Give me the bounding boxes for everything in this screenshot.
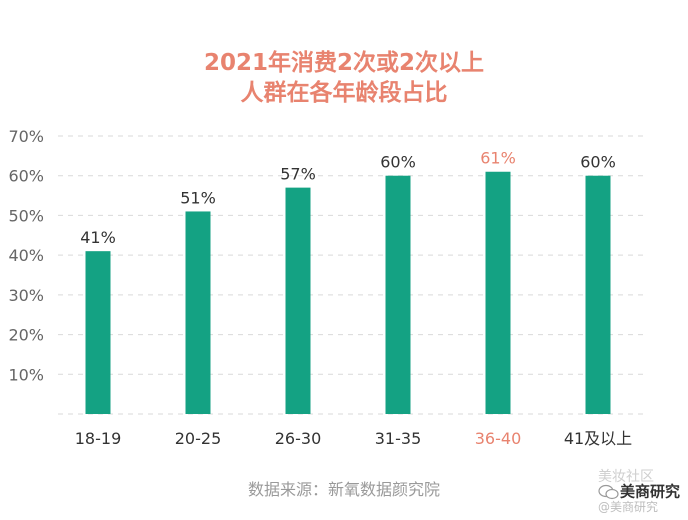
data-label: 60%	[580, 153, 616, 172]
wechat-icon	[598, 484, 619, 500]
y-tick-label: 20%	[8, 326, 44, 345]
bar	[285, 187, 311, 414]
data-label: 60%	[380, 153, 416, 172]
watermark-line-2-text: 美商研究	[619, 482, 680, 501]
chart-title: 2021年消费2次或2次以上 人群在各年龄段占比	[0, 48, 688, 108]
data-source-note: 数据来源：新氧数据颜究院	[247, 480, 440, 499]
y-tick-label: 70%	[8, 127, 44, 146]
x-tick-label: 20-25	[175, 429, 222, 448]
bar-chart: 10% 20% 30% 40% 50% 60% 70% 41% 18-19 51% 20-25 57%…	[8, 127, 648, 448]
bar	[585, 175, 611, 414]
data-label: 51%	[180, 188, 216, 207]
x-tick-label: 31-35	[375, 429, 422, 448]
y-tick-label: 10%	[8, 365, 44, 384]
bar	[85, 251, 111, 414]
y-tick-label: 40%	[8, 246, 44, 265]
x-tick-label: 26-30	[275, 429, 322, 448]
watermark-line-3: @美商研究	[597, 500, 658, 514]
chart-title-line-1: 2021年消费2次或2次以上	[203, 50, 485, 76]
y-tick-label: 50%	[8, 206, 44, 225]
bar	[485, 171, 511, 414]
bar	[385, 175, 411, 414]
watermark: 美妆社区 美商研究 @美商研究	[598, 470, 680, 514]
watermark-line-2: 美商研究	[598, 484, 680, 500]
y-tick-label: 60%	[8, 167, 44, 186]
data-label: 61%	[480, 149, 516, 168]
bar	[185, 211, 211, 414]
y-tick-label: 30%	[8, 286, 44, 305]
x-tick-label: 41及以上	[564, 429, 632, 448]
chart-title-line-2: 人群在各年龄段占比	[240, 80, 448, 106]
data-label: 57%	[280, 165, 316, 184]
x-tick-label: 36-40	[475, 429, 522, 448]
x-tick-label: 18-19	[75, 429, 122, 448]
watermark-line-1: 美妆社区	[597, 469, 654, 485]
data-label: 41%	[80, 228, 116, 247]
